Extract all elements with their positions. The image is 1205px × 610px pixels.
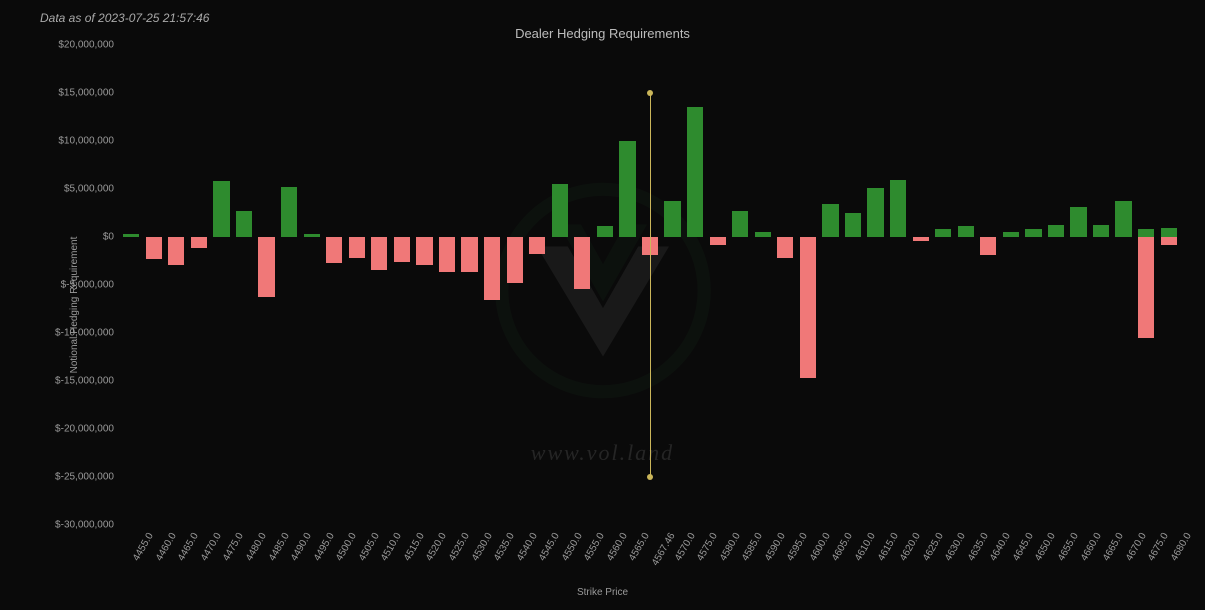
x-tick-label: 4580.0 xyxy=(718,531,735,558)
bar xyxy=(529,237,545,254)
x-tick-label: 4520.0 xyxy=(424,531,441,558)
bar xyxy=(732,211,748,237)
bar xyxy=(958,226,974,237)
current-price-marker-dot xyxy=(647,90,653,96)
x-tick-label: 4505.0 xyxy=(357,531,374,558)
x-tick-label: 4560.0 xyxy=(605,531,622,558)
bar xyxy=(304,234,320,237)
bar xyxy=(168,237,184,265)
x-axis-label: Strike Price xyxy=(0,587,1205,598)
bar xyxy=(980,237,996,255)
bar xyxy=(1003,232,1019,237)
x-tick-label: 4625.0 xyxy=(921,531,938,558)
plot-area: $20,000,000$15,000,000$10,000,000$5,000,… xyxy=(120,45,1180,525)
bar xyxy=(574,237,590,289)
x-tick-label: 4470.0 xyxy=(199,531,216,558)
bar xyxy=(913,237,929,241)
bar xyxy=(507,237,523,283)
bar xyxy=(1115,201,1131,237)
bar xyxy=(416,237,432,265)
x-tick-label: 4680.0 xyxy=(1169,531,1186,558)
y-tick-label: $5,000,000 xyxy=(64,184,120,195)
y-tick-label: $0 xyxy=(103,232,120,243)
y-tick-label: $-20,000,000 xyxy=(55,424,120,435)
y-tick-label: $10,000,000 xyxy=(58,136,120,147)
x-tick-label: 4540.0 xyxy=(515,531,532,558)
y-axis-label: Notional Hedging Requirement xyxy=(69,237,80,374)
bar xyxy=(597,226,613,237)
x-tick-label: 4605.0 xyxy=(830,531,847,558)
y-tick-label: $-15,000,000 xyxy=(55,376,120,387)
bar-overlay xyxy=(1138,229,1154,237)
x-tick-label: 4600.0 xyxy=(808,531,825,558)
bar xyxy=(1048,225,1064,237)
bar xyxy=(777,237,793,258)
current-price-line xyxy=(650,93,651,477)
bar xyxy=(1161,237,1177,245)
data-timestamp: Data as of 2023-07-25 21:57:46 xyxy=(40,11,209,25)
bar xyxy=(845,213,861,237)
x-tick-label: 4590.0 xyxy=(763,531,780,558)
bar xyxy=(484,237,500,300)
bar xyxy=(619,141,635,237)
x-tick-label: 4670.0 xyxy=(1124,531,1141,558)
x-tick-label: 4515.0 xyxy=(402,531,419,558)
y-tick-label: $15,000,000 xyxy=(58,88,120,99)
bar xyxy=(394,237,410,262)
bar xyxy=(890,180,906,237)
x-tick-label: 4610.0 xyxy=(853,531,870,558)
bar xyxy=(236,211,252,237)
current-price-marker-dot xyxy=(647,474,653,480)
x-tick-label: 4615.0 xyxy=(876,531,893,558)
x-tick-label: 4525.0 xyxy=(447,531,464,558)
y-tick-label: $-5,000,000 xyxy=(61,280,120,291)
y-tick-label: $-25,000,000 xyxy=(55,472,120,483)
bar xyxy=(1070,207,1086,237)
x-tick-label: 4635.0 xyxy=(966,531,983,558)
bar-overlay xyxy=(1161,228,1177,237)
bar xyxy=(349,237,365,258)
x-tick-label: 4485.0 xyxy=(267,531,284,558)
bar xyxy=(800,237,816,378)
bar xyxy=(552,184,568,237)
bar xyxy=(710,237,726,245)
x-tick-label: 4530.0 xyxy=(470,531,487,558)
bar xyxy=(687,107,703,237)
bar xyxy=(461,237,477,272)
x-tick-label: 4655.0 xyxy=(1056,531,1073,558)
x-tick-label: 4660.0 xyxy=(1079,531,1096,558)
x-tick-label: 4645.0 xyxy=(1011,531,1028,558)
bar xyxy=(213,181,229,237)
bar xyxy=(867,188,883,237)
bar xyxy=(281,187,297,237)
bar xyxy=(935,229,951,237)
bar xyxy=(123,234,139,237)
bar xyxy=(1138,237,1154,338)
bar xyxy=(371,237,387,270)
bar xyxy=(755,232,771,237)
x-tick-label: 4480.0 xyxy=(244,531,261,558)
x-tick-label: 4495.0 xyxy=(312,531,329,558)
x-tick-label: 4455.0 xyxy=(131,531,148,558)
y-tick-label: $-10,000,000 xyxy=(55,328,120,339)
chart-stage: Data as of 2023-07-25 21:57:46 Dealer He… xyxy=(0,0,1205,610)
x-tick-label: 4460.0 xyxy=(154,531,171,558)
bar xyxy=(822,204,838,237)
x-tick-label: 4475.0 xyxy=(221,531,238,558)
x-tick-label: 4550.0 xyxy=(560,531,577,558)
bar xyxy=(439,237,455,272)
x-tick-label: 4565.0 xyxy=(627,531,644,558)
y-tick-label: $-30,000,000 xyxy=(55,520,120,531)
chart-title: Dealer Hedging Requirements xyxy=(0,26,1205,41)
bar xyxy=(664,201,680,237)
bar xyxy=(258,237,274,297)
bar xyxy=(146,237,162,259)
bar xyxy=(1025,229,1041,237)
bar xyxy=(1093,225,1109,237)
x-tick-label: 4567.46 xyxy=(650,531,670,563)
bar xyxy=(191,237,207,248)
y-tick-label: $20,000,000 xyxy=(58,40,120,51)
bar xyxy=(326,237,342,263)
